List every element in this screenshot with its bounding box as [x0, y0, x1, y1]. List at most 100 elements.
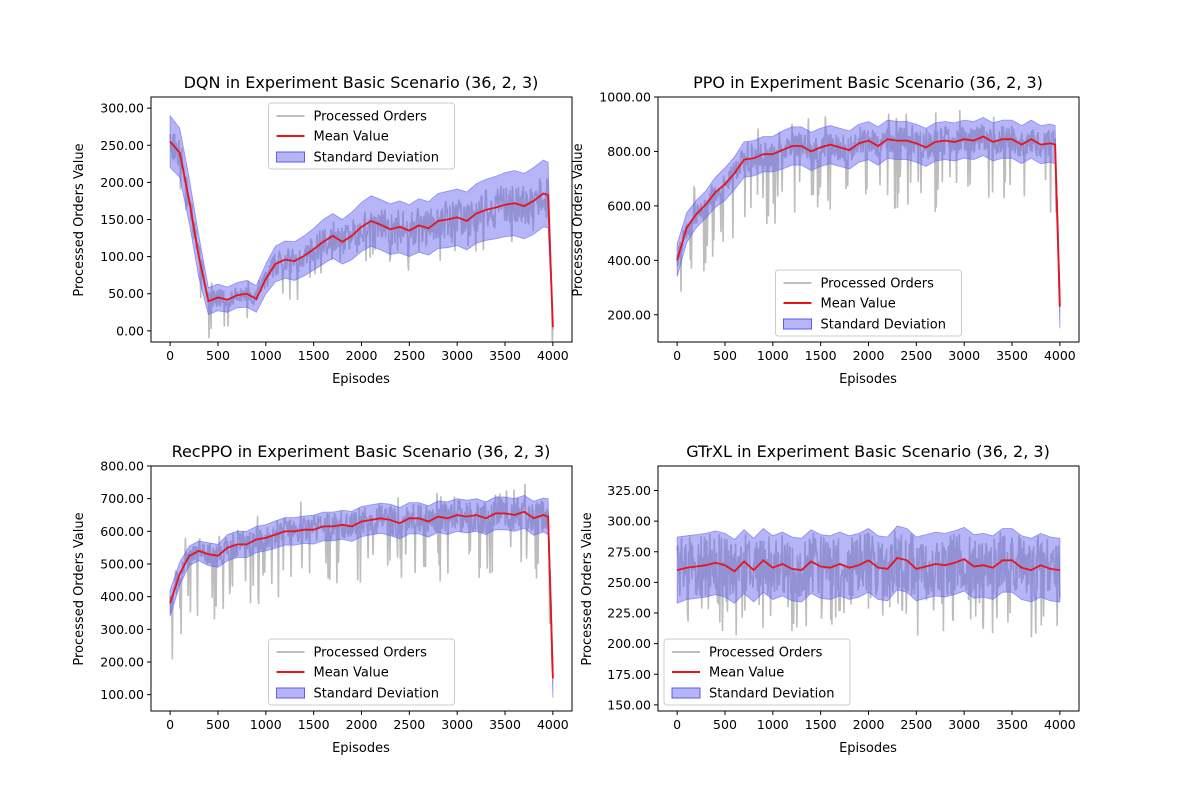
x-tick-label: 1500: [805, 348, 837, 363]
plot-area: [169, 114, 554, 342]
x-tick-label: 4000: [1044, 717, 1076, 732]
legend-label-processed-orders: Processed Orders: [821, 277, 935, 292]
legend: Processed Orders Mean Value Standard Dev…: [268, 638, 455, 706]
plot-layer: [169, 114, 554, 342]
legend-label-mean-value: Mean Value: [709, 666, 784, 681]
y-axis-label: Processed Orders Value: [72, 512, 87, 665]
series-processed-orders: [676, 110, 1061, 306]
axis-ticks: 0 500 1000 1500 2000 2500 3000 3500 4000 200.00 40…: [599, 90, 1076, 364]
x-tick-label: 0: [166, 348, 174, 363]
y-tick-label: 400.00: [100, 589, 144, 604]
legend-label-standard-deviation: Standard Deviation: [709, 687, 834, 702]
plot-layer: [676, 525, 1061, 638]
x-tick-label: 0: [673, 717, 681, 732]
series-mean-value: [169, 510, 554, 679]
plot-area: [676, 110, 1061, 329]
y-tick-label: 100.00: [100, 249, 144, 264]
chart-title: RecPPO in Experiment Basic Scenario (36,…: [172, 442, 551, 461]
x-tick-label: 500: [206, 348, 230, 363]
chart-title: DQN in Experiment Basic Scenario (36, 2,…: [184, 73, 539, 92]
y-tick-label: 0.00: [116, 323, 144, 338]
subplot-gtrxl: GTrXL in Experiment Basic Scenario (36, …: [580, 442, 1080, 756]
axes-frame: [150, 465, 573, 712]
legend-label-mean-value: Mean Value: [314, 666, 389, 681]
y-tick-label: 50.00: [108, 286, 144, 301]
legend-label-processed-orders: Processed Orders: [709, 646, 823, 661]
series-processed-orders: [676, 530, 1061, 638]
y-tick-label: 300.00: [100, 101, 144, 116]
x-tick-label: 0: [673, 348, 681, 363]
x-tick-label: 500: [713, 348, 737, 363]
legend-label-processed-orders: Processed Orders: [314, 110, 428, 125]
y-axis-label: Processed Orders Value: [580, 512, 595, 665]
y-tick-label: 200.00: [607, 636, 651, 651]
x-tick-label: 4000: [537, 348, 569, 363]
y-tick-label: 100.00: [100, 687, 144, 702]
series-mean-value: [676, 135, 1061, 307]
series-mean-value: [676, 556, 1061, 573]
series-standard-deviation: [676, 116, 1061, 329]
y-axis-label: Processed Orders Value: [571, 143, 586, 296]
axes-frame: [657, 96, 1080, 343]
x-tick-label: 3000: [441, 348, 473, 363]
x-tick-label: 4000: [537, 717, 569, 732]
axes-frame: [657, 465, 1080, 712]
series-processed-orders: [169, 483, 554, 671]
legend: Processed Orders Mean Value Standard Dev…: [663, 638, 851, 706]
x-tick-label: 1000: [757, 717, 789, 732]
y-tick-label: 250.00: [100, 138, 144, 153]
y-tick-label: 225.00: [607, 606, 651, 621]
legend: Processed Orders Mean Value Standard Dev…: [268, 102, 455, 170]
legend-label-standard-deviation: Standard Deviation: [821, 318, 946, 333]
axis-ticks: 0 500 1000 1500 2000 2500 3000 3500 4000 0.00 50.0…: [100, 101, 569, 363]
chart-title: PPO in Experiment Basic Scenario (36, 2,…: [693, 73, 1043, 92]
legend: Processed Orders Mean Value Standard Dev…: [775, 269, 962, 337]
y-tick-label: 500.00: [100, 557, 144, 572]
y-tick-label: 400.00: [607, 253, 651, 268]
x-tick-label: 1500: [298, 348, 330, 363]
x-tick-label: 3000: [441, 717, 473, 732]
axis-ticks: 0 500 1000 1500 2000 2500 3000 3500 4000 100.00 20…: [100, 459, 569, 733]
y-tick-label: 200.00: [100, 175, 144, 190]
x-tick-label: 1500: [298, 717, 330, 732]
y-tick-label: 150.00: [100, 212, 144, 227]
y-tick-label: 275.00: [607, 544, 651, 559]
plot-area: [676, 525, 1061, 638]
x-tick-label: 500: [206, 717, 230, 732]
y-tick-label: 200.00: [607, 307, 651, 322]
x-tick-label: 2000: [853, 717, 885, 732]
y-tick-label: 300.00: [100, 622, 144, 637]
x-tick-label: 2000: [346, 348, 378, 363]
x-axis-label: Episodes: [839, 372, 897, 387]
x-axis-label: Episodes: [332, 741, 390, 756]
y-tick-label: 200.00: [100, 655, 144, 670]
subplot-recppo: RecPPO in Experiment Basic Scenario (36,…: [72, 442, 573, 756]
x-tick-label: 3500: [996, 717, 1028, 732]
x-tick-label: 500: [713, 717, 737, 732]
y-tick-label: 175.00: [607, 667, 651, 682]
subplot-ppo: PPO in Experiment Basic Scenario (36, 2,…: [571, 73, 1080, 387]
x-tick-label: 2500: [393, 717, 425, 732]
x-tick-label: 4000: [1044, 348, 1076, 363]
plot-layer: [676, 110, 1061, 329]
y-tick-label: 600.00: [607, 198, 651, 213]
legend-frame: [268, 102, 455, 170]
y-axis-label: Processed Orders Value: [72, 143, 87, 296]
legend-frame: [268, 638, 455, 706]
legend-frame: [663, 638, 851, 706]
legend-swatch-standard-deviation: [276, 151, 305, 163]
x-tick-label: 1000: [250, 348, 282, 363]
x-tick-label: 2500: [900, 348, 932, 363]
legend-label-mean-value: Mean Value: [821, 297, 896, 312]
legend-label-mean-value: Mean Value: [314, 130, 389, 145]
y-tick-label: 600.00: [100, 524, 144, 539]
y-tick-label: 300.00: [607, 514, 651, 529]
x-tick-label: 1000: [250, 717, 282, 732]
chart-title: GTrXL in Experiment Basic Scenario (36, …: [686, 442, 1050, 461]
y-tick-label: 1000.00: [599, 90, 651, 105]
x-tick-label: 2000: [853, 348, 885, 363]
legend-swatch-standard-deviation: [783, 318, 812, 330]
y-tick-label: 800.00: [100, 459, 144, 474]
axes-frame: [150, 96, 573, 343]
